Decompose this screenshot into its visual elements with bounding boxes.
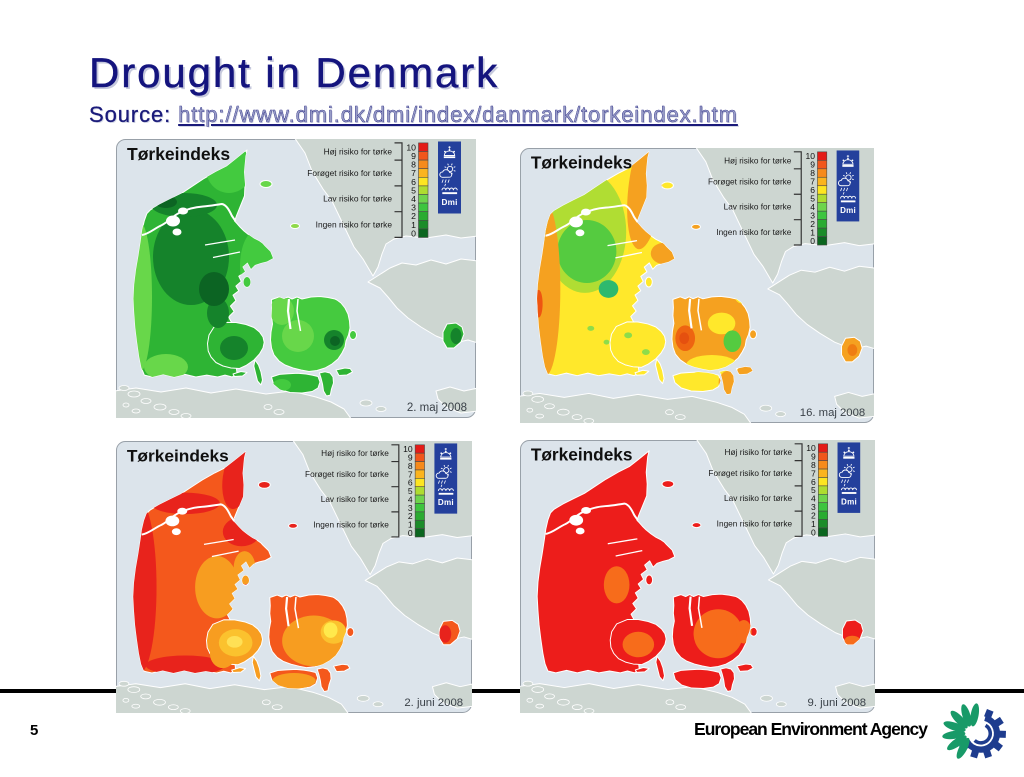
svg-text:1: 1 [408,520,413,530]
svg-text:Høj risiko for tørke: Høj risiko for tørke [724,156,792,165]
svg-text:7: 7 [408,469,413,479]
svg-text:9: 9 [811,452,816,462]
svg-text:2. maj 2008: 2. maj 2008 [407,402,467,414]
svg-text:1: 1 [411,220,416,230]
svg-text:8: 8 [408,461,413,471]
svg-text:3: 3 [408,503,413,513]
svg-text:4: 4 [408,494,413,504]
svg-text:6: 6 [810,185,815,195]
svg-text:Forøget risiko for tørke: Forøget risiko for tørke [708,177,792,186]
svg-text:Dmi: Dmi [840,206,856,215]
svg-text:0: 0 [811,527,816,537]
svg-text:Høj risiko for tørke: Høj risiko for tørke [324,147,393,157]
svg-text:4: 4 [811,494,816,504]
svg-text:6: 6 [411,177,416,187]
svg-text:8: 8 [811,460,816,470]
svg-text:5: 5 [811,485,816,495]
svg-text:Forøget risiko for tørke: Forøget risiko for tørke [305,470,389,479]
svg-text:5: 5 [408,486,413,496]
svg-text:Høj risiko for tørke: Høj risiko for tørke [321,449,389,458]
svg-text:Lav risiko for tørke: Lav risiko for tørke [724,494,793,503]
svg-text:Dmi: Dmi [438,498,454,507]
svg-text:6: 6 [811,477,816,487]
svg-text:9: 9 [408,453,413,463]
svg-text:Ingen risiko for tørke: Ingen risiko for tørke [313,520,389,529]
svg-text:Tørkeindeks: Tørkeindeks [127,144,230,164]
svg-text:Forøget risiko for tørke: Forøget risiko for tørke [708,469,792,478]
svg-text:10: 10 [805,151,815,161]
svg-text:9. juni 2008: 9. juni 2008 [808,697,867,709]
svg-text:5: 5 [411,185,416,195]
svg-text:16. maj 2008: 16. maj 2008 [800,407,865,419]
svg-text:3: 3 [810,211,815,221]
svg-text:Lav risiko for tørke: Lav risiko for tørke [323,194,392,204]
svg-text:Dmi: Dmi [442,198,458,207]
svg-text:4: 4 [411,194,416,204]
svg-text:0: 0 [411,228,416,238]
svg-text:6: 6 [408,478,413,488]
svg-text:4: 4 [810,202,815,212]
svg-text:9: 9 [810,160,815,170]
svg-text:10: 10 [806,443,816,453]
svg-text:Tørkeindeks: Tørkeindeks [127,446,229,466]
svg-text:2: 2 [811,511,816,521]
svg-text:Høj risiko for tørke: Høj risiko for tørke [725,448,793,457]
svg-text:9: 9 [411,151,416,161]
svg-text:Ingen risiko for tørke: Ingen risiko for tørke [717,520,793,529]
svg-text:Lav risiko for tørke: Lav risiko for tørke [321,495,390,504]
svg-text:5: 5 [810,194,815,204]
svg-text:1: 1 [811,519,816,529]
svg-text:2: 2 [408,511,413,521]
svg-text:Tørkeindeks: Tørkeindeks [531,445,633,465]
svg-text:7: 7 [811,468,816,478]
svg-text:7: 7 [411,168,416,178]
svg-text:3: 3 [811,502,816,512]
svg-text:0: 0 [408,528,413,538]
svg-text:10: 10 [403,444,413,454]
svg-text:2: 2 [810,219,815,229]
svg-text:7: 7 [810,177,815,187]
svg-text:Ingen risiko for tørke: Ingen risiko for tørke [716,228,792,237]
svg-text:2. juni 2008: 2. juni 2008 [404,697,463,709]
svg-text:10: 10 [406,142,416,152]
svg-text:8: 8 [810,168,815,178]
svg-text:Forøget risiko for tørke: Forøget risiko for tørke [307,168,392,178]
svg-text:2: 2 [411,211,416,221]
svg-text:Tørkeindeks: Tørkeindeks [531,153,632,173]
svg-text:8: 8 [411,160,416,170]
svg-text:3: 3 [411,203,416,213]
svg-text:Dmi: Dmi [841,497,857,506]
svg-text:Ingen risiko for tørke: Ingen risiko for tørke [316,220,393,230]
svg-text:1: 1 [810,228,815,238]
svg-text:0: 0 [810,236,815,246]
svg-text:Lav risiko for tørke: Lav risiko for tørke [724,203,792,212]
